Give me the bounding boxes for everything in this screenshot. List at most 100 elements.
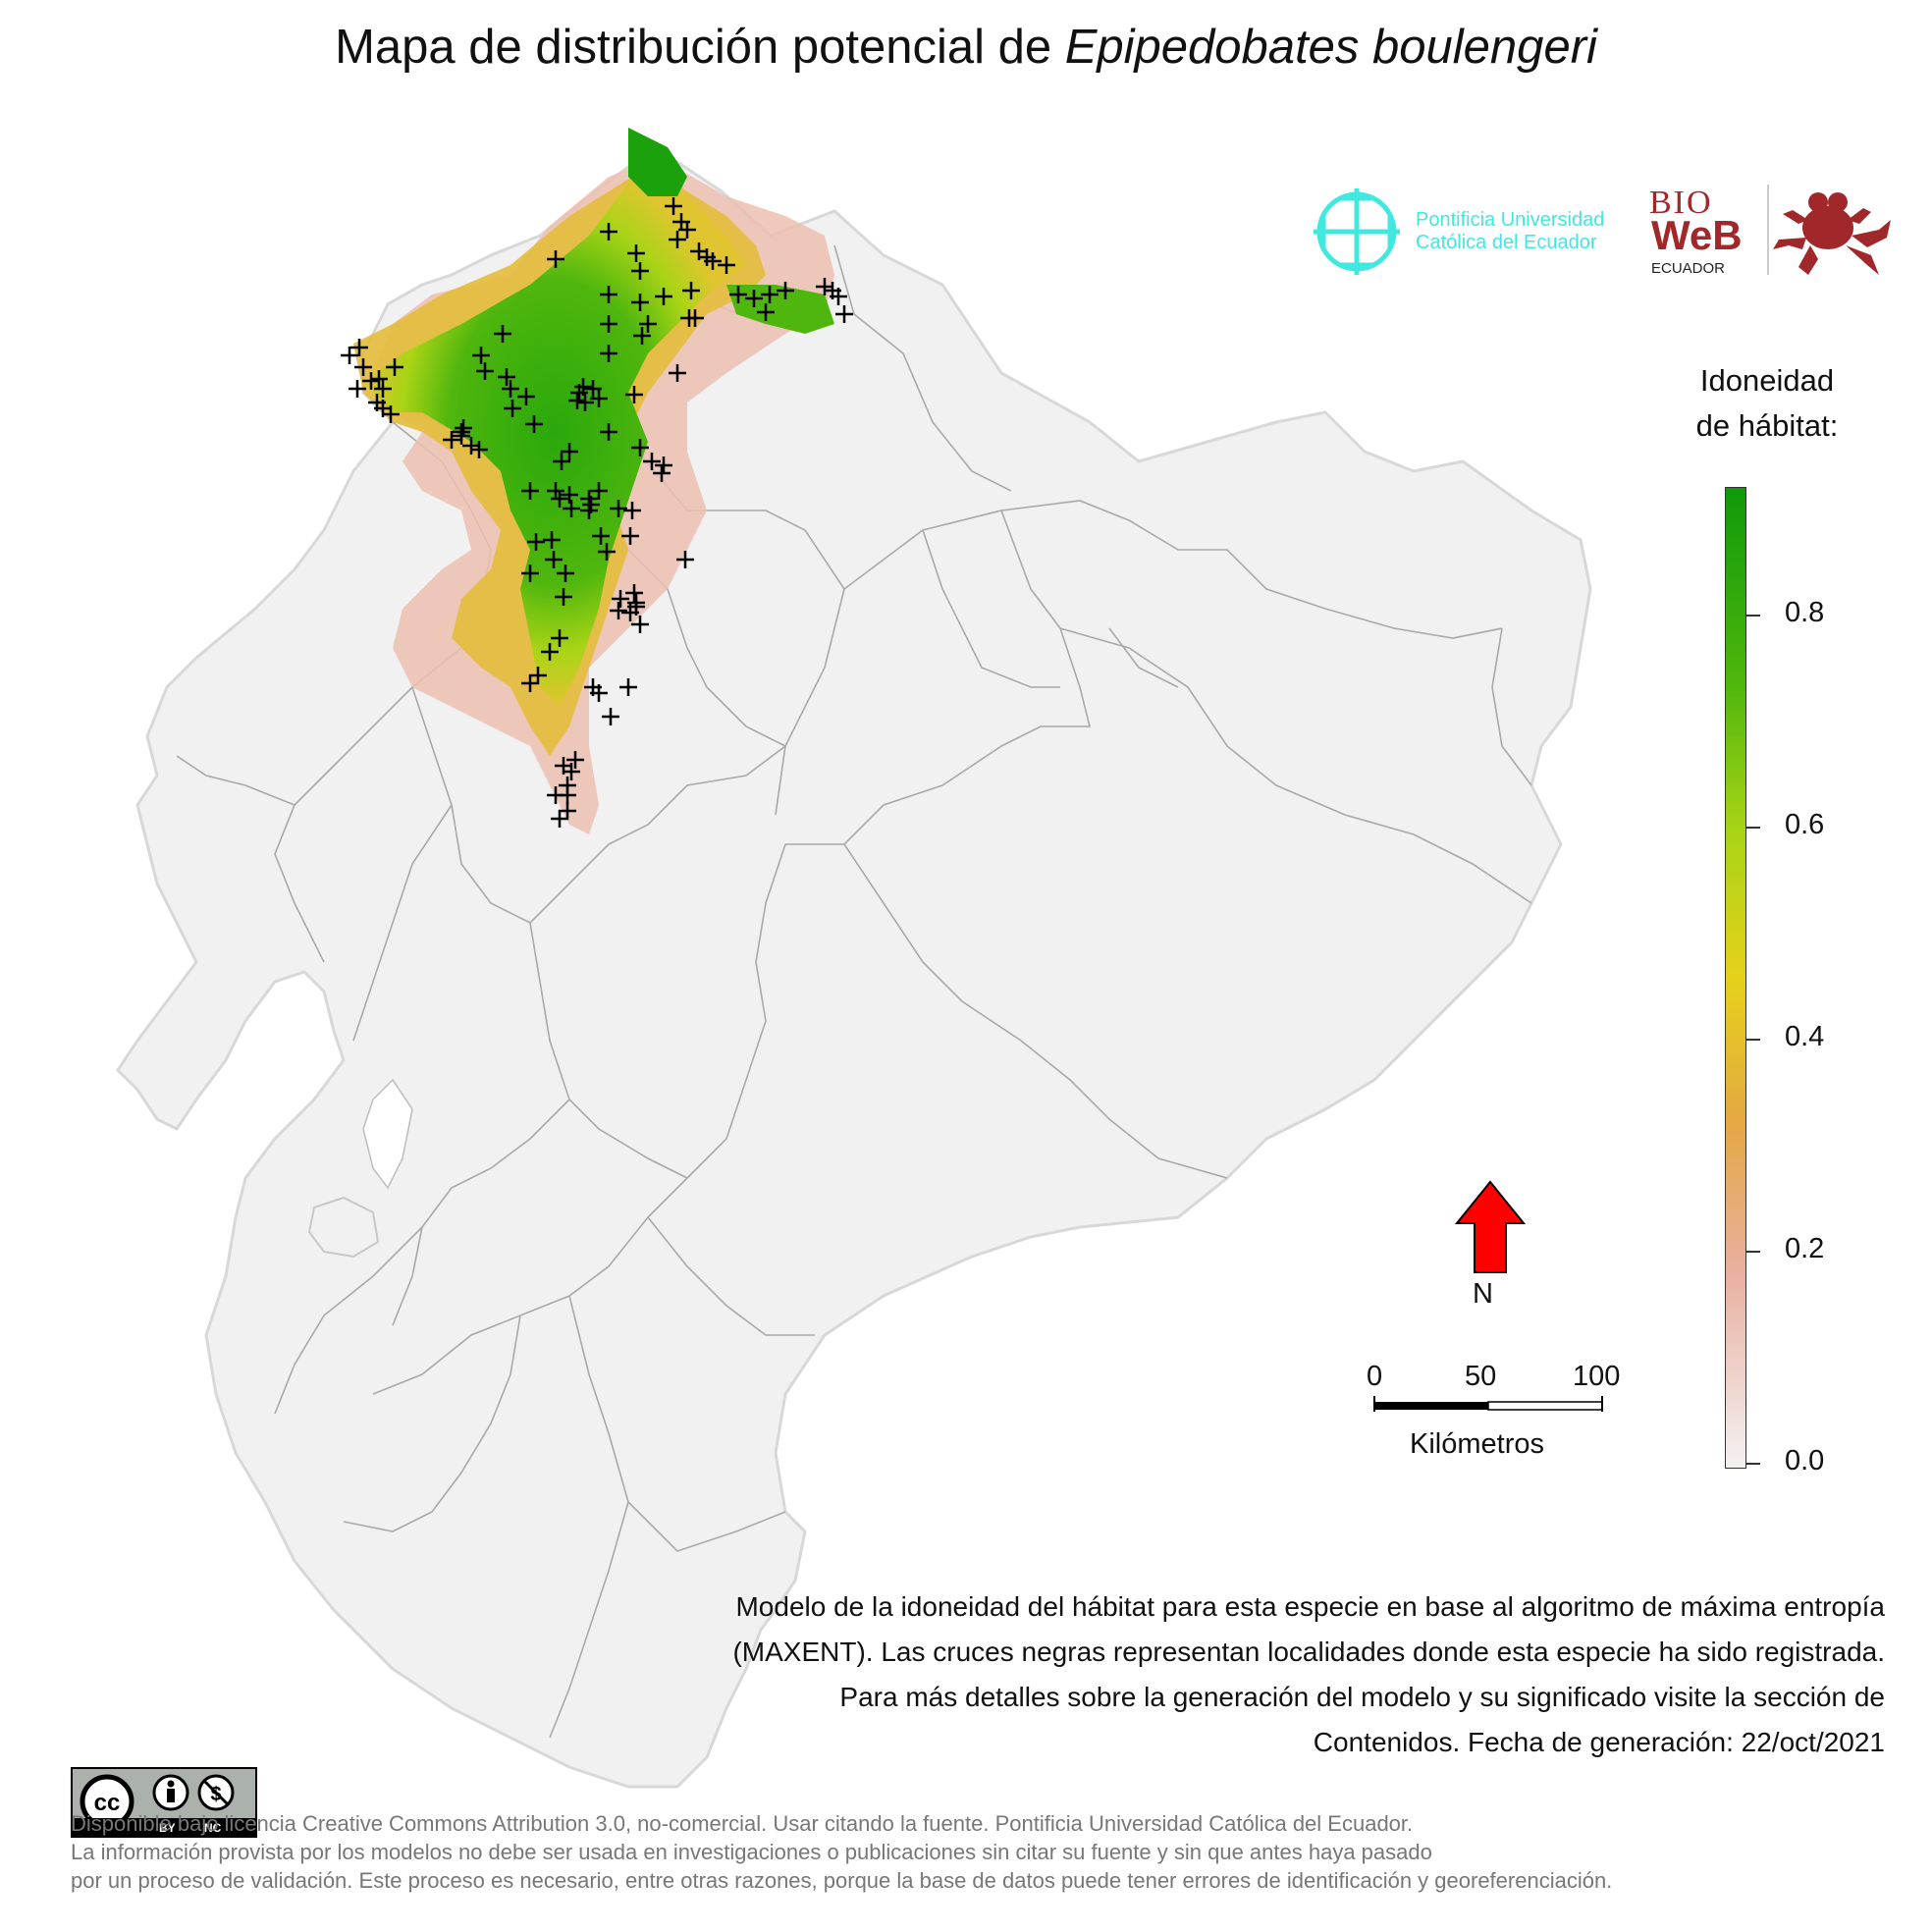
occurrence-cross: [555, 757, 572, 775]
occurrence-cross: [561, 443, 578, 460]
occurrence-cross: [600, 423, 617, 441]
occurrence-cross: [547, 482, 564, 500]
occurrence-cross: [627, 244, 645, 262]
license-text: Disponible bajo licencia Creative Common…: [71, 1811, 1613, 1893]
occurrence-cross: [590, 482, 608, 500]
gulf-water: [362, 1078, 413, 1190]
occurrence-cross: [553, 453, 570, 470]
north-label: N: [1473, 1278, 1493, 1310]
legend-tick: [1746, 1463, 1760, 1465]
occurrence-cross: [623, 502, 641, 519]
legend-colorbar: [1725, 487, 1746, 1469]
occurrence-cross: [547, 786, 564, 804]
occurrence-cross: [374, 400, 392, 417]
occurrence-cross: [545, 551, 563, 568]
frog-icon: [1773, 192, 1891, 275]
bioweb-line3: ECUADOR: [1651, 260, 1726, 277]
north-arrow-icon: [1454, 1180, 1527, 1273]
legend-tick-label: 0.0: [1785, 1445, 1825, 1476]
puce-text: Pontificia Universidad Católica del Ecua…: [1416, 209, 1605, 253]
occurrence-cross: [563, 500, 580, 517]
occurrence-cross: [653, 464, 671, 482]
occurrence-cross: [354, 358, 372, 376]
occurrence-cross: [453, 423, 470, 441]
occurrence-cross: [680, 309, 698, 327]
occurrence-cross: [568, 392, 586, 409]
legend-title-line1: Idoneidad: [1699, 363, 1835, 398]
scale-label-100: 100: [1573, 1361, 1621, 1392]
occurrence-cross: [777, 282, 794, 299]
puce-emblem-icon: [1314, 188, 1400, 275]
occurrence-cross: [521, 564, 539, 582]
scale-bar-graphic: [1373, 1396, 1603, 1412]
occurrence-cross: [729, 286, 747, 303]
occurrence-cross: [580, 502, 598, 519]
occurrence-cross: [370, 370, 388, 388]
occurrence-cross: [612, 590, 629, 608]
svg-text:cc: cc: [94, 1790, 121, 1816]
cc-by-label: BY: [159, 1821, 176, 1835]
occurrence-cross: [590, 390, 608, 407]
occurrence-cross: [669, 364, 686, 382]
legend-tick-label: 0.8: [1785, 597, 1825, 628]
occurrence-cross: [470, 441, 488, 458]
occurrence-cross: [559, 802, 576, 820]
occurrence-markers: [341, 197, 853, 828]
occurrence-cross: [610, 500, 627, 517]
occurrence-cross: [551, 490, 568, 508]
legend-tick-label: 0.6: [1785, 809, 1825, 840]
occurrence-cross: [718, 256, 735, 274]
occurrence-cross: [631, 439, 649, 456]
attribution-icon: [152, 1774, 189, 1811]
occurrence-cross: [374, 380, 392, 398]
occurrence-cross: [555, 588, 572, 606]
legend-tick-label: 0.4: [1785, 1021, 1825, 1052]
occurrence-cross: [602, 708, 619, 725]
occurrence-cross: [592, 527, 610, 545]
occurrence-cross: [678, 221, 696, 239]
occurrence-cross: [600, 345, 617, 362]
occurrence-cross: [521, 674, 539, 692]
cc-license-badge[interactable]: cc $ BY NC: [71, 1767, 257, 1838]
occurrence-cross: [745, 290, 763, 307]
occurrence-cross: [676, 551, 694, 568]
puna-island: [307, 1196, 380, 1259]
legend-tick: [1746, 1039, 1760, 1041]
occurrence-cross: [633, 327, 651, 345]
occurrence-cross: [504, 400, 521, 417]
occurrence-cross: [761, 286, 778, 303]
occurrence-cross: [835, 305, 853, 323]
occurrence-cross: [600, 315, 617, 333]
occurrence-cross: [655, 456, 672, 474]
occurrence-cross: [547, 250, 564, 268]
ecuador-outline: [116, 145, 1592, 1789]
occurrence-cross: [625, 584, 643, 602]
legend-title: Idoneidad de hábitat:: [1659, 358, 1875, 449]
legend-tick: [1746, 615, 1760, 617]
occurrence-cross: [349, 380, 366, 398]
occurrence-cross: [502, 380, 519, 398]
occurrence-cross: [341, 347, 358, 364]
occurrence-cross: [462, 437, 480, 455]
species-name: Epipedobates boulengeri: [1064, 21, 1597, 74]
occurrence-cross: [669, 231, 686, 248]
occurrence-cross: [625, 386, 643, 403]
occurrence-cross: [631, 294, 649, 311]
occurrence-cross: [455, 419, 472, 437]
occurrence-cross: [627, 598, 645, 616]
occurrence-cross: [576, 394, 594, 411]
occurrence-cross: [598, 543, 616, 561]
occurrence-cross: [665, 197, 682, 215]
occurrence-cross: [561, 486, 578, 504]
occurrence-cross: [619, 678, 637, 696]
occurrence-cross: [816, 278, 833, 295]
occurrence-cross: [494, 325, 511, 343]
occurrence-cross: [574, 378, 592, 396]
occurrence-cross: [362, 372, 380, 390]
scale-label-0: 0: [1367, 1361, 1383, 1392]
occurrence-cross: [517, 388, 535, 405]
occurrence-cross: [610, 602, 627, 619]
noncommercial-icon: $: [197, 1774, 235, 1811]
occurrence-cross: [830, 288, 847, 305]
